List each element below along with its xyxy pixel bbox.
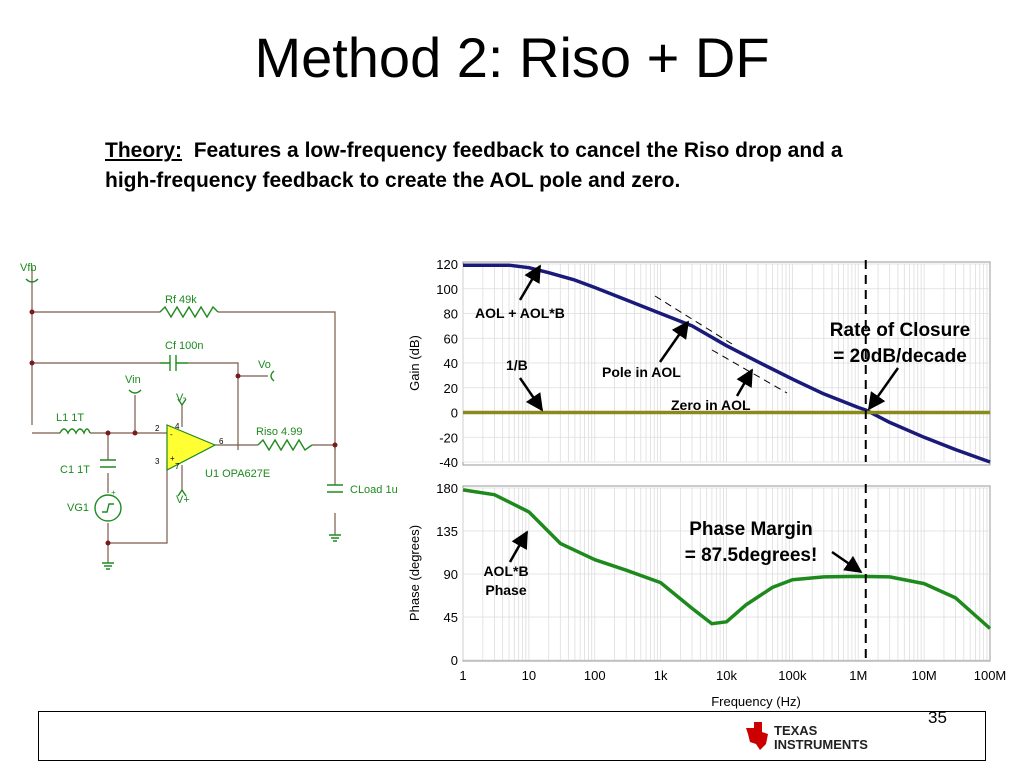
pole-asymptote-1 [654,295,733,345]
annot-aol-aolb: AOL + AOL*B [475,305,565,321]
svg-text:Texas: Texas [774,723,818,738]
x-tick-label: 100 [584,668,606,683]
theory-text: Features a low-frequency feedback to can… [105,139,843,192]
source-plus: + [111,488,116,497]
arrow-one-over-b [518,377,544,412]
y-tick-label: -20 [439,430,458,445]
pin-3: 3 [155,457,160,466]
x-tick-label: 10k [716,668,737,683]
arrow-roc [867,367,900,411]
annot-pm-1: Phase Margin [689,519,813,540]
svg-text:Instruments: Instruments [774,737,868,752]
series-line-0 [462,488,992,630]
x-tick-label: 1 [459,668,466,683]
y-tick-label: 90 [444,567,458,582]
rf-resistor [159,305,219,319]
annot-roc-2: = 20dB/decade [833,346,967,367]
gain-axis-label: Gain (dB) [407,335,422,391]
y-tick-label: 0 [451,406,458,421]
circuit-schematic: Vfb Rf 49k Cf 100n Vo Vin V- V+ L1 1T C1… [20,262,398,570]
label-vin: Vin [125,374,141,386]
gain-grid [462,263,990,463]
y-tick-label: 135 [436,524,458,539]
label-vplus: V+ [176,494,190,506]
y-tick-label: 180 [436,481,458,496]
series-line-0 [463,263,991,464]
pole-asymptote-2 [711,349,788,394]
x-tick-label: 10M [911,668,936,683]
opamp-minus: - [170,430,173,439]
label-vfb: Vfb [20,262,37,274]
phase-grid [462,487,990,661]
opamp-triangle [166,424,217,471]
gain-plot: 120 100 80 60 40 20 0 -20 -40 Gain (dB) [407,257,991,470]
x-tick-label: 100k [778,668,807,683]
annot-one-over-b: 1/B [506,357,528,373]
annot-pm-2: = 87.5degrees! [685,545,818,566]
y-tick-label: -40 [439,455,458,470]
theory-paragraph: Theory: Features a low-frequency feedbac… [105,136,895,196]
phase-plot: 180 135 90 45 0 1 10 100 1k 10k 100k 1M 10M 100M Pha… [407,481,1007,709]
y-tick-label: 40 [444,356,458,371]
texas-instruments-logo: Texas Instruments [746,722,868,752]
slide-title: Method 2: Riso + DF [254,26,770,89]
x-tick-label: 100M [974,668,1007,683]
label-c1: C1 1T [60,464,90,476]
y-tick-label: 60 [444,331,458,346]
arrow-zero [735,368,754,397]
pin-7: 7 [175,462,180,471]
opamp-plus: + [170,454,175,463]
page-number: 35 [928,708,947,727]
theory-label: Theory: [105,139,183,162]
x-tick-label: 10 [522,668,536,683]
riso-resistor [257,438,313,452]
cf-capacitor [160,355,188,371]
arrow-pm [831,550,863,574]
frequency-axis-label: Frequency (Hz) [711,694,801,709]
annot-aolb-phase-2: Phase [485,582,526,598]
phase-axis-label: Phase (degrees) [407,525,422,621]
pin-2: 2 [155,424,160,433]
arrow-pole [658,320,690,363]
label-u1: U1 OPA627E [205,468,270,480]
y-tick-label: 0 [451,653,458,668]
y-tick-label: 45 [444,610,458,625]
label-riso: Riso 4.99 [256,426,302,438]
x-tick-label: 1M [849,668,867,683]
pin-6: 6 [219,437,224,446]
annot-pole: Pole in AOL [602,364,681,380]
cload-capacitor [327,484,343,493]
y-tick-label: 20 [444,381,458,396]
y-tick-label: 80 [444,307,458,322]
label-l1: L1 1T [56,412,84,424]
vo-terminal [270,370,275,382]
footer-box [38,711,986,761]
arrow-aolb-phase [508,530,529,563]
vg1-source [94,494,122,522]
l1-inductor [59,428,91,435]
label-vg1: VG1 [67,502,89,514]
arrow-aol-aolb [518,264,542,301]
annot-zero: Zero in AOL [671,397,751,413]
c1-capacitor [100,459,116,468]
label-cf: Cf 100n [165,340,204,352]
y-tick-label: 100 [436,282,458,297]
label-cload: CLoad 1u [350,484,398,496]
x-tick-label: 1k [654,668,668,683]
label-vo: Vo [258,359,271,371]
ti-bug-icon [746,722,768,750]
annot-aolb-phase-1: AOL*B [483,563,528,579]
label-vminus: V- [176,392,187,404]
annot-roc-1: Rate of Closure [830,320,970,341]
y-tick-label: 120 [436,257,458,272]
pin-4: 4 [175,422,180,431]
label-rf: Rf 49k [165,294,197,306]
